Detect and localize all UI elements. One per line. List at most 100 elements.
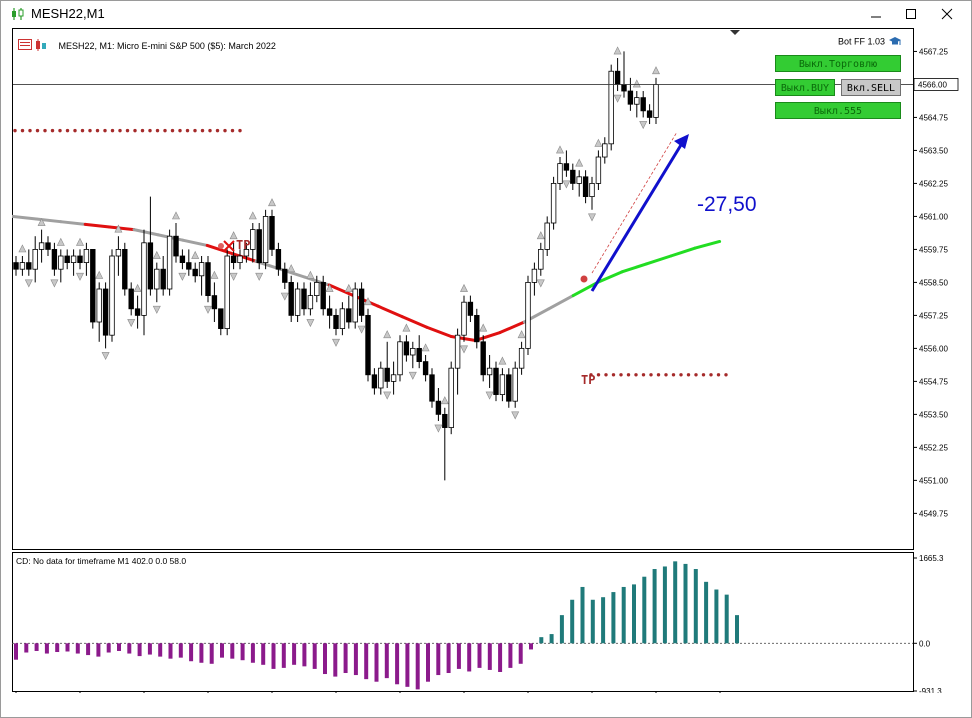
bull-candle [243,249,250,257]
indicator-tick-label: -931.3 [919,687,942,693]
bear-candle [275,249,282,270]
bear-candle [621,84,627,92]
tp-dot [103,128,107,133]
ma-segment [547,294,575,311]
fractal-down-arrow [101,352,110,361]
ma-segment [400,315,429,329]
price-tick-label: 4556.00 [919,344,948,353]
bull-candle [576,176,582,184]
histogram-bar-negative [487,643,492,670]
bull-candle [550,183,557,224]
bear-candle [160,268,166,290]
bear-candle [13,262,19,270]
histogram-bar-positive [611,592,616,644]
price-tick-label: 4559.75 [919,245,948,254]
indicator-label: CD: No data for timeframe M1 402.0 0.0 5… [16,556,187,566]
bull-candle [461,301,467,336]
close-icon[interactable] [938,5,956,23]
tp-dot [604,373,608,377]
fractal-down-arrow [357,325,366,334]
bear-candle [563,163,570,171]
price-axis: 4567.25 4566.00 4564.75 4563.50 4562.25 4561.… [913,47,948,518]
histogram-bar-negative [498,643,503,672]
histogram-bar-positive [632,584,636,644]
histogram-bar-positive [549,634,554,644]
fractal-up-arrow [56,237,65,246]
histogram-bar-negative [477,643,482,668]
fractal-up-arrow [632,79,641,88]
ma-segment [693,239,722,250]
histogram-bar-negative [250,643,255,663]
bear-candle [627,90,634,105]
bull-candle [589,183,595,198]
trade-off-button[interactable]: Выкл.Торговлю [775,55,901,72]
bull-candle [595,156,602,184]
histogram-bar-negative [333,643,338,677]
bull-candle [525,282,531,349]
sell-on-button[interactable]: Вкл.SELL [841,79,901,96]
tp-dot [656,373,661,377]
ma-segment [425,325,453,339]
profit-label: -27,50 [697,193,757,216]
bear-candle [429,374,435,402]
fractal-down-arrow [280,292,289,301]
histogram-bar-positive [683,563,688,644]
ma-segment [108,225,136,232]
ma-segment [620,262,648,274]
tp-dot [589,373,593,377]
fractal-up-arrow [498,356,507,365]
tp-dot [58,128,62,133]
minimize-icon[interactable] [867,5,885,23]
bull-candle [339,308,346,329]
histogram-bar-negative [395,643,400,685]
price-chart[interactable]: 4567.25 4566.00 4564.75 4563.50 4562.25 4561.… [10,28,972,707]
histogram-bar-negative [415,643,420,690]
tp-dot [140,128,145,133]
fractal-down-arrow [332,338,340,347]
title-bar: MESH22,M1 [1,1,971,27]
fractal-up-arrow [517,330,526,339]
bull-candle [352,288,358,323]
histogram-bar-negative [281,643,286,668]
histogram-bar-positive [693,569,698,644]
histogram-bar-negative [199,643,204,663]
fractal-up-arrow [421,343,430,352]
tp-dot [13,128,17,133]
bull-candle [544,222,550,250]
histogram-bar-negative [312,643,317,669]
bear-candle [442,413,448,428]
ma-segment [83,222,112,229]
chart-type-icons [18,38,46,51]
fractal-down-arrow [204,305,212,314]
chart-area[interactable]: 4567.25 4566.00 4564.75 4563.50 4562.25 4561.… [10,28,972,707]
histogram-bar-negative [24,643,29,653]
ma-segment [571,280,600,298]
off-555-button[interactable]: Выкл.555 [775,102,901,119]
fractal-up-arrow [18,244,27,253]
price-tick-label: 4562.25 [919,179,948,188]
bear-candle [480,341,486,376]
shift-marker [730,30,740,35]
buy-off-button[interactable]: Выкл.BUY [775,79,835,96]
histogram-bar-negative [384,643,389,679]
fractal-up-arrow [95,270,104,279]
fractal-up-arrow [536,231,545,240]
fractal-down-arrow [485,391,494,400]
fractal-up-arrow [325,283,334,292]
bear-candle [435,400,442,415]
tp-dot [170,128,175,133]
price-tick-label: 4549.75 [919,509,948,518]
histogram-bar-positive [621,586,626,644]
fractal-up-arrow [114,224,123,233]
bear-candle [582,176,589,198]
tp-dot [148,128,152,133]
price-tick-label: 4563.50 [919,146,948,155]
histogram-bar-negative [343,643,348,674]
trade-annotations [218,30,740,292]
bear-candle [128,288,134,310]
tp-dot [125,128,130,133]
histogram-bar-negative [55,643,60,653]
histogram-bar-negative [220,643,224,658]
maximize-icon[interactable] [902,5,920,23]
fractal-up-arrow [76,237,84,246]
